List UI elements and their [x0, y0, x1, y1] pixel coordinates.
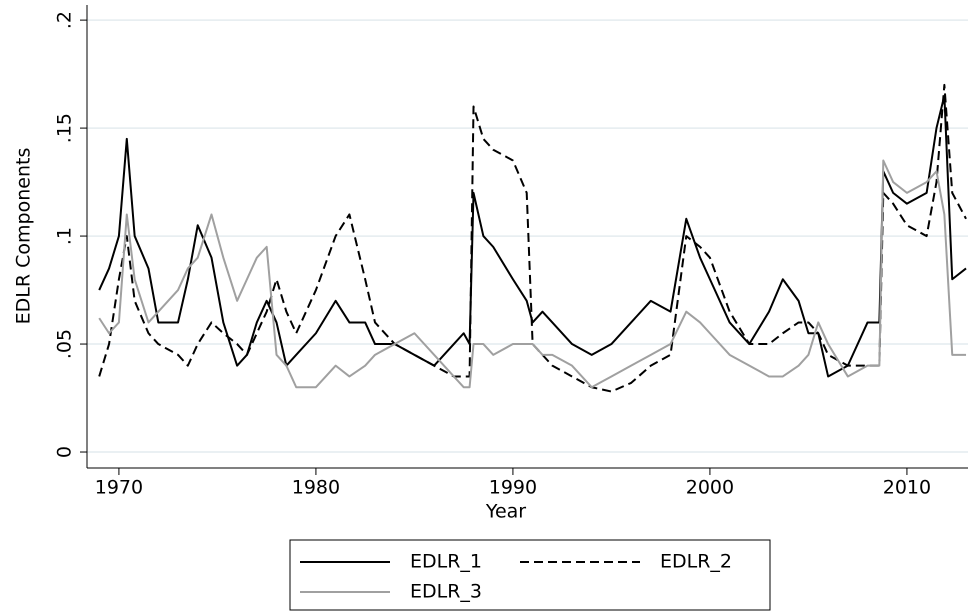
x-tick-label: 2000 — [686, 477, 734, 499]
y-tick-label: .05 — [54, 329, 76, 359]
legend-box — [289, 539, 771, 611]
data-line — [98, 94, 967, 378]
legend-label: EDLR_2 — [660, 551, 732, 573]
x-axis-label: Year — [485, 501, 526, 523]
x-tick-label: 2010 — [883, 477, 931, 499]
y-tick-label: .15 — [54, 113, 76, 143]
y-tick-label: .1 — [54, 227, 76, 245]
legend-label: EDLR_1 — [410, 551, 482, 573]
x-tick-label: 1990 — [489, 477, 537, 499]
x-tick-label: 1970 — [95, 477, 143, 499]
y-tick-label: 0 — [54, 446, 76, 458]
y-tick-label: .2 — [54, 11, 76, 29]
data-line — [98, 159, 967, 389]
x-tick-label: 1980 — [292, 477, 340, 499]
y-axis-label: EDLR Components — [13, 148, 35, 325]
data-line — [98, 83, 967, 393]
legend-label: EDLR_3 — [410, 581, 482, 603]
